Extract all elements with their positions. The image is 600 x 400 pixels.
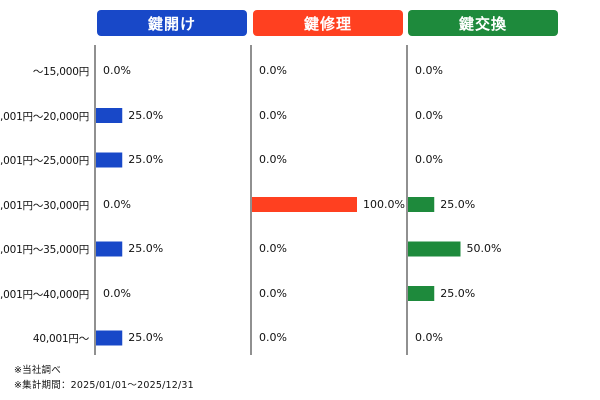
series-header: 鍵開け [97,10,247,36]
category-label: 35,001円～40,000円 [0,287,89,302]
value-label: 25.0% [128,331,163,344]
value-label: 0.0% [259,109,287,122]
bar [96,153,122,168]
footnote-source: ※当社調べ [14,362,61,376]
bar [408,197,434,212]
value-label: 25.0% [128,109,163,122]
footnote-period: ※集計期間：2025/01/01～2025/12/31 [14,377,194,391]
value-label: 0.0% [259,153,287,166]
category-label: 15,001円～20,000円 [0,109,89,124]
series-header: 鍵修理 [253,10,403,36]
value-label: 0.0% [259,331,287,344]
value-label: 25.0% [128,153,163,166]
category-label: 30,001円～35,000円 [0,242,89,257]
value-label: 0.0% [415,153,443,166]
bar [252,197,357,212]
value-label: 0.0% [103,64,131,77]
value-label: 25.0% [440,198,475,211]
value-label: 25.0% [128,242,163,255]
value-label: 0.0% [415,64,443,77]
value-label: 50.0% [467,242,502,255]
category-label: 20,001円～25,000円 [0,153,89,168]
value-label: 100.0% [363,198,405,211]
value-label: 25.0% [440,287,475,300]
bar [96,242,122,257]
value-label: 0.0% [103,287,131,300]
value-label: 0.0% [415,331,443,344]
bar [408,286,434,301]
value-label: 0.0% [259,242,287,255]
value-label: 0.0% [259,287,287,300]
value-label: 0.0% [103,198,131,211]
category-label: 40,001円～ [33,331,89,346]
bar [96,108,122,123]
bar [96,331,122,346]
bar [408,242,461,257]
value-label: 0.0% [259,64,287,77]
category-label: ～15,000円 [33,64,89,79]
category-label: 25,001円～30,000円 [0,198,89,213]
series-header: 鍵交換 [408,10,558,36]
value-label: 0.0% [415,109,443,122]
